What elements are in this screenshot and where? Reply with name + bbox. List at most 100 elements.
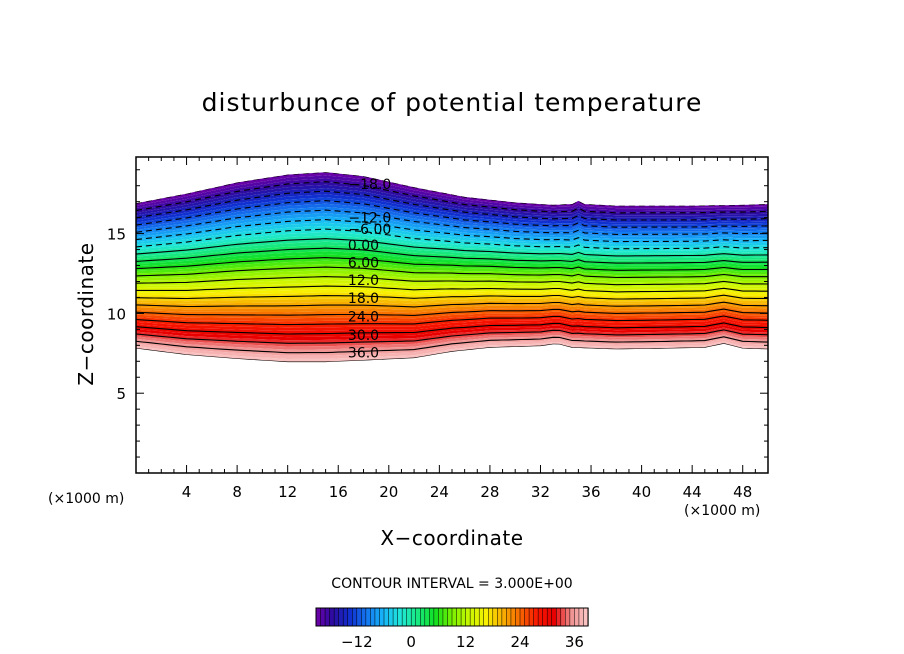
contour-band-22 xyxy=(136,238,768,259)
contour-label-0: −18.0 xyxy=(348,177,391,193)
contour-label-2: −6.00 xyxy=(348,222,391,238)
colorbar-cell xyxy=(478,607,485,627)
y-tick-label-5: 5 xyxy=(116,385,126,403)
contour-band-41 xyxy=(136,297,768,304)
contour-band-48 xyxy=(136,313,768,325)
x-tick-label-44: 44 xyxy=(683,483,702,501)
contour-band-25 xyxy=(136,248,768,266)
colorbar-cell xyxy=(460,607,467,627)
x-tick-label-28: 28 xyxy=(480,483,499,501)
colorbar-cell xyxy=(365,607,372,627)
contour-line-12 xyxy=(136,276,768,286)
contour-line--3 xyxy=(136,228,768,250)
contour-band-21 xyxy=(136,235,768,256)
contour-band-16 xyxy=(136,219,768,244)
contour-band-58 xyxy=(136,336,768,356)
y-axis-label: Z−coordinate xyxy=(74,242,98,386)
y-tick-label-10: 10 xyxy=(107,305,126,323)
contour-band-24 xyxy=(136,245,768,264)
colorbar-cell xyxy=(546,607,553,627)
contour-label-5: 12.0 xyxy=(348,273,379,289)
contour-line-36 xyxy=(136,336,768,354)
contour-band-46 xyxy=(136,309,768,319)
contour-band-15 xyxy=(136,216,768,242)
colorbar-cell xyxy=(370,607,376,627)
colorbar-cell xyxy=(542,607,548,627)
chart-title: disturbunce of potential temperature xyxy=(201,88,703,117)
colorbar-cell xyxy=(342,607,349,627)
colorbar-cell xyxy=(488,607,494,627)
contour-labels: −18.0 −12.0−6.000.006.00 12.0 18.0 24.0 30.0 3… xyxy=(348,177,391,361)
contour-label-4: 6.00 xyxy=(348,255,379,271)
colorbar-cell xyxy=(424,607,430,627)
contour-band-30 xyxy=(136,264,768,278)
y-tick-label-15: 15 xyxy=(107,226,126,244)
colorbar-cell xyxy=(537,607,544,627)
colorbar-tick-label-1: 0 xyxy=(406,633,416,651)
contour-lines xyxy=(136,172,768,363)
contour-label-1: −12.0 xyxy=(348,211,391,227)
x-unit-label-right: (×1000 m) xyxy=(684,503,761,519)
colorbar-cell xyxy=(451,607,458,627)
colorbar-cell xyxy=(315,607,322,627)
contour-band-32 xyxy=(136,270,768,283)
contour-band-18 xyxy=(136,226,768,249)
contour-line-15 xyxy=(136,285,768,293)
contour-band-19 xyxy=(136,229,768,252)
colorbar-cell xyxy=(515,607,521,627)
colorbar-cell xyxy=(510,607,517,627)
colorbar-cell xyxy=(324,607,331,627)
contour-line-18 xyxy=(136,294,768,300)
colorbar-cell xyxy=(420,607,426,627)
colorbar-cell xyxy=(551,607,557,627)
contour-band-59 xyxy=(136,339,768,359)
colorbar-cell xyxy=(565,607,571,627)
contour-line-21 xyxy=(136,301,768,308)
colorbar-cell xyxy=(383,607,390,627)
colorbar-cell xyxy=(474,607,480,627)
colorbar-cell xyxy=(483,607,489,627)
colorbar-cell xyxy=(329,607,335,627)
colorbar-cell xyxy=(456,607,462,627)
colorbar: −12 0 12 24 36 xyxy=(315,607,589,651)
contour-line-0 xyxy=(136,238,768,257)
colorbar-cell xyxy=(569,607,576,627)
colorbar-cell xyxy=(560,607,566,627)
contour-line-3 xyxy=(136,247,768,264)
colorbar-cell xyxy=(429,607,435,627)
x-tick-label-8: 8 xyxy=(232,483,242,501)
contour-band-53 xyxy=(136,325,768,341)
colorbar-cell xyxy=(442,607,449,627)
contour-line--15 xyxy=(136,190,768,221)
contour-band-44 xyxy=(136,304,768,313)
colorbar-cell xyxy=(469,607,476,627)
contour-line-6 xyxy=(136,257,768,271)
contour-band-12 xyxy=(136,207,768,235)
contour-band-33 xyxy=(136,273,768,285)
colorbar-tick-label-0: −12 xyxy=(341,633,373,651)
colorbar-cell xyxy=(533,607,539,627)
colorbar-frame xyxy=(315,607,589,627)
contour-band-56 xyxy=(136,332,768,350)
contour-label-7: 24.0 xyxy=(348,310,379,326)
x-tick-label-20: 20 xyxy=(379,483,398,501)
colorbar-cell xyxy=(433,607,440,627)
colorbar-cell xyxy=(492,607,498,627)
colorbar-cell xyxy=(497,607,503,627)
colorbar-cell xyxy=(352,607,358,627)
colorbar-cell xyxy=(574,607,580,627)
contour-band-23 xyxy=(136,241,768,261)
contour-band-47 xyxy=(136,311,768,322)
contour-band-29 xyxy=(136,260,768,276)
contour-line--12 xyxy=(136,200,768,228)
contour-label-9: 36.0 xyxy=(348,346,379,362)
contour-line-33 xyxy=(136,329,768,344)
colorbar-cell xyxy=(410,607,417,627)
colorbar-tick-label-3: 24 xyxy=(510,633,529,651)
contour-line--9 xyxy=(136,209,768,235)
contour-band-51 xyxy=(136,320,768,334)
contour-line-9 xyxy=(136,266,768,279)
x-tick-label-12: 12 xyxy=(278,483,297,501)
contour-band-52 xyxy=(136,322,768,338)
